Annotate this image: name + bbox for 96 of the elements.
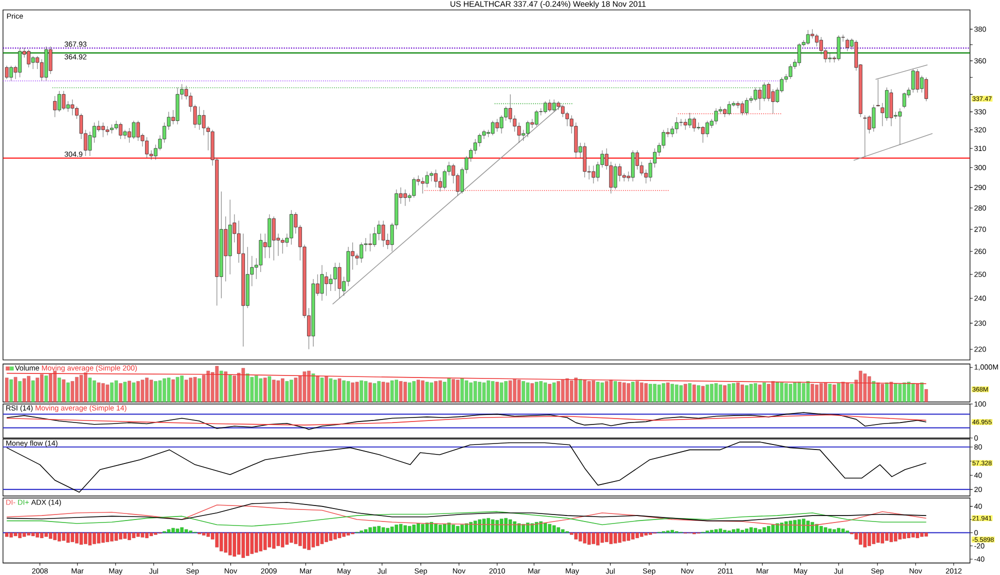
bar	[666, 382, 670, 402]
bar	[5, 378, 8, 402]
bar	[890, 382, 893, 402]
bar	[824, 382, 828, 402]
bar	[312, 374, 315, 402]
bar	[614, 381, 618, 402]
bar	[285, 381, 289, 402]
bar	[552, 382, 556, 402]
line-series	[6, 504, 927, 526]
bar	[736, 382, 740, 402]
bar	[732, 383, 736, 402]
candlestick	[490, 120, 495, 136]
bar	[556, 381, 560, 402]
bar	[495, 382, 499, 402]
bar	[368, 382, 372, 402]
bar	[916, 384, 920, 402]
bar	[132, 382, 136, 402]
bar	[31, 380, 35, 402]
bar	[66, 382, 70, 402]
line-series	[6, 442, 927, 493]
bar	[128, 380, 132, 402]
candlestick	[902, 92, 906, 108]
bar	[776, 382, 780, 402]
bar	[70, 381, 74, 402]
candlestick	[797, 43, 802, 66]
candlestick	[48, 46, 52, 74]
candlestick	[473, 138, 478, 154]
bar	[171, 379, 175, 402]
bar	[316, 376, 320, 402]
bar	[692, 384, 696, 402]
bar	[58, 378, 61, 402]
bar	[832, 384, 836, 402]
bar	[224, 371, 228, 402]
chart-title: US HEALTHCAR 337.47 (-0.24%) Weekly 18 Nov 2011	[450, 0, 646, 8]
candlestick	[876, 79, 880, 107]
candlestick	[924, 77, 928, 102]
bar	[911, 383, 915, 402]
bar	[280, 378, 284, 402]
bar	[828, 384, 832, 402]
bar	[333, 380, 337, 402]
candlestick	[872, 104, 876, 132]
bar	[920, 382, 924, 402]
bar	[696, 385, 700, 402]
bar	[701, 386, 705, 402]
bar	[84, 372, 88, 402]
bar	[578, 379, 582, 402]
bar	[198, 378, 202, 402]
bar	[9, 379, 13, 402]
bar	[118, 383, 122, 402]
bar	[434, 381, 438, 402]
bar	[688, 383, 692, 402]
bar	[596, 382, 600, 402]
bar	[263, 378, 267, 402]
bar	[452, 379, 456, 402]
bar	[684, 384, 688, 402]
bar	[548, 384, 552, 402]
bar	[758, 384, 762, 402]
bar	[522, 381, 526, 402]
bar	[123, 382, 127, 402]
bar	[272, 380, 276, 402]
bar	[517, 380, 521, 402]
bar	[44, 376, 48, 402]
bar	[88, 378, 92, 402]
bar	[320, 378, 324, 402]
bar	[26, 376, 30, 402]
bar	[14, 377, 18, 402]
line-series	[6, 414, 927, 426]
bar	[232, 376, 236, 402]
bar	[193, 377, 197, 402]
bar	[631, 382, 635, 402]
bar	[62, 379, 66, 402]
bar	[324, 376, 328, 402]
candlestick	[863, 115, 867, 158]
bar	[530, 383, 534, 402]
bar	[872, 381, 876, 402]
bar	[885, 382, 888, 402]
bar	[924, 389, 928, 402]
bar	[836, 383, 840, 402]
bar	[679, 385, 683, 402]
bar	[268, 376, 272, 402]
bar	[228, 374, 232, 402]
bar	[360, 380, 364, 402]
bar	[220, 370, 223, 402]
bar	[355, 382, 359, 402]
bar	[342, 380, 346, 402]
bar	[36, 378, 40, 402]
candlestick	[53, 96, 57, 118]
bar	[762, 382, 766, 402]
candlestick	[846, 38, 850, 52]
bar	[648, 384, 652, 402]
bar	[810, 384, 814, 402]
bar	[850, 384, 854, 402]
bar	[338, 378, 342, 402]
bar	[723, 385, 726, 402]
candlestick	[4, 66, 9, 80]
bar	[18, 381, 22, 402]
